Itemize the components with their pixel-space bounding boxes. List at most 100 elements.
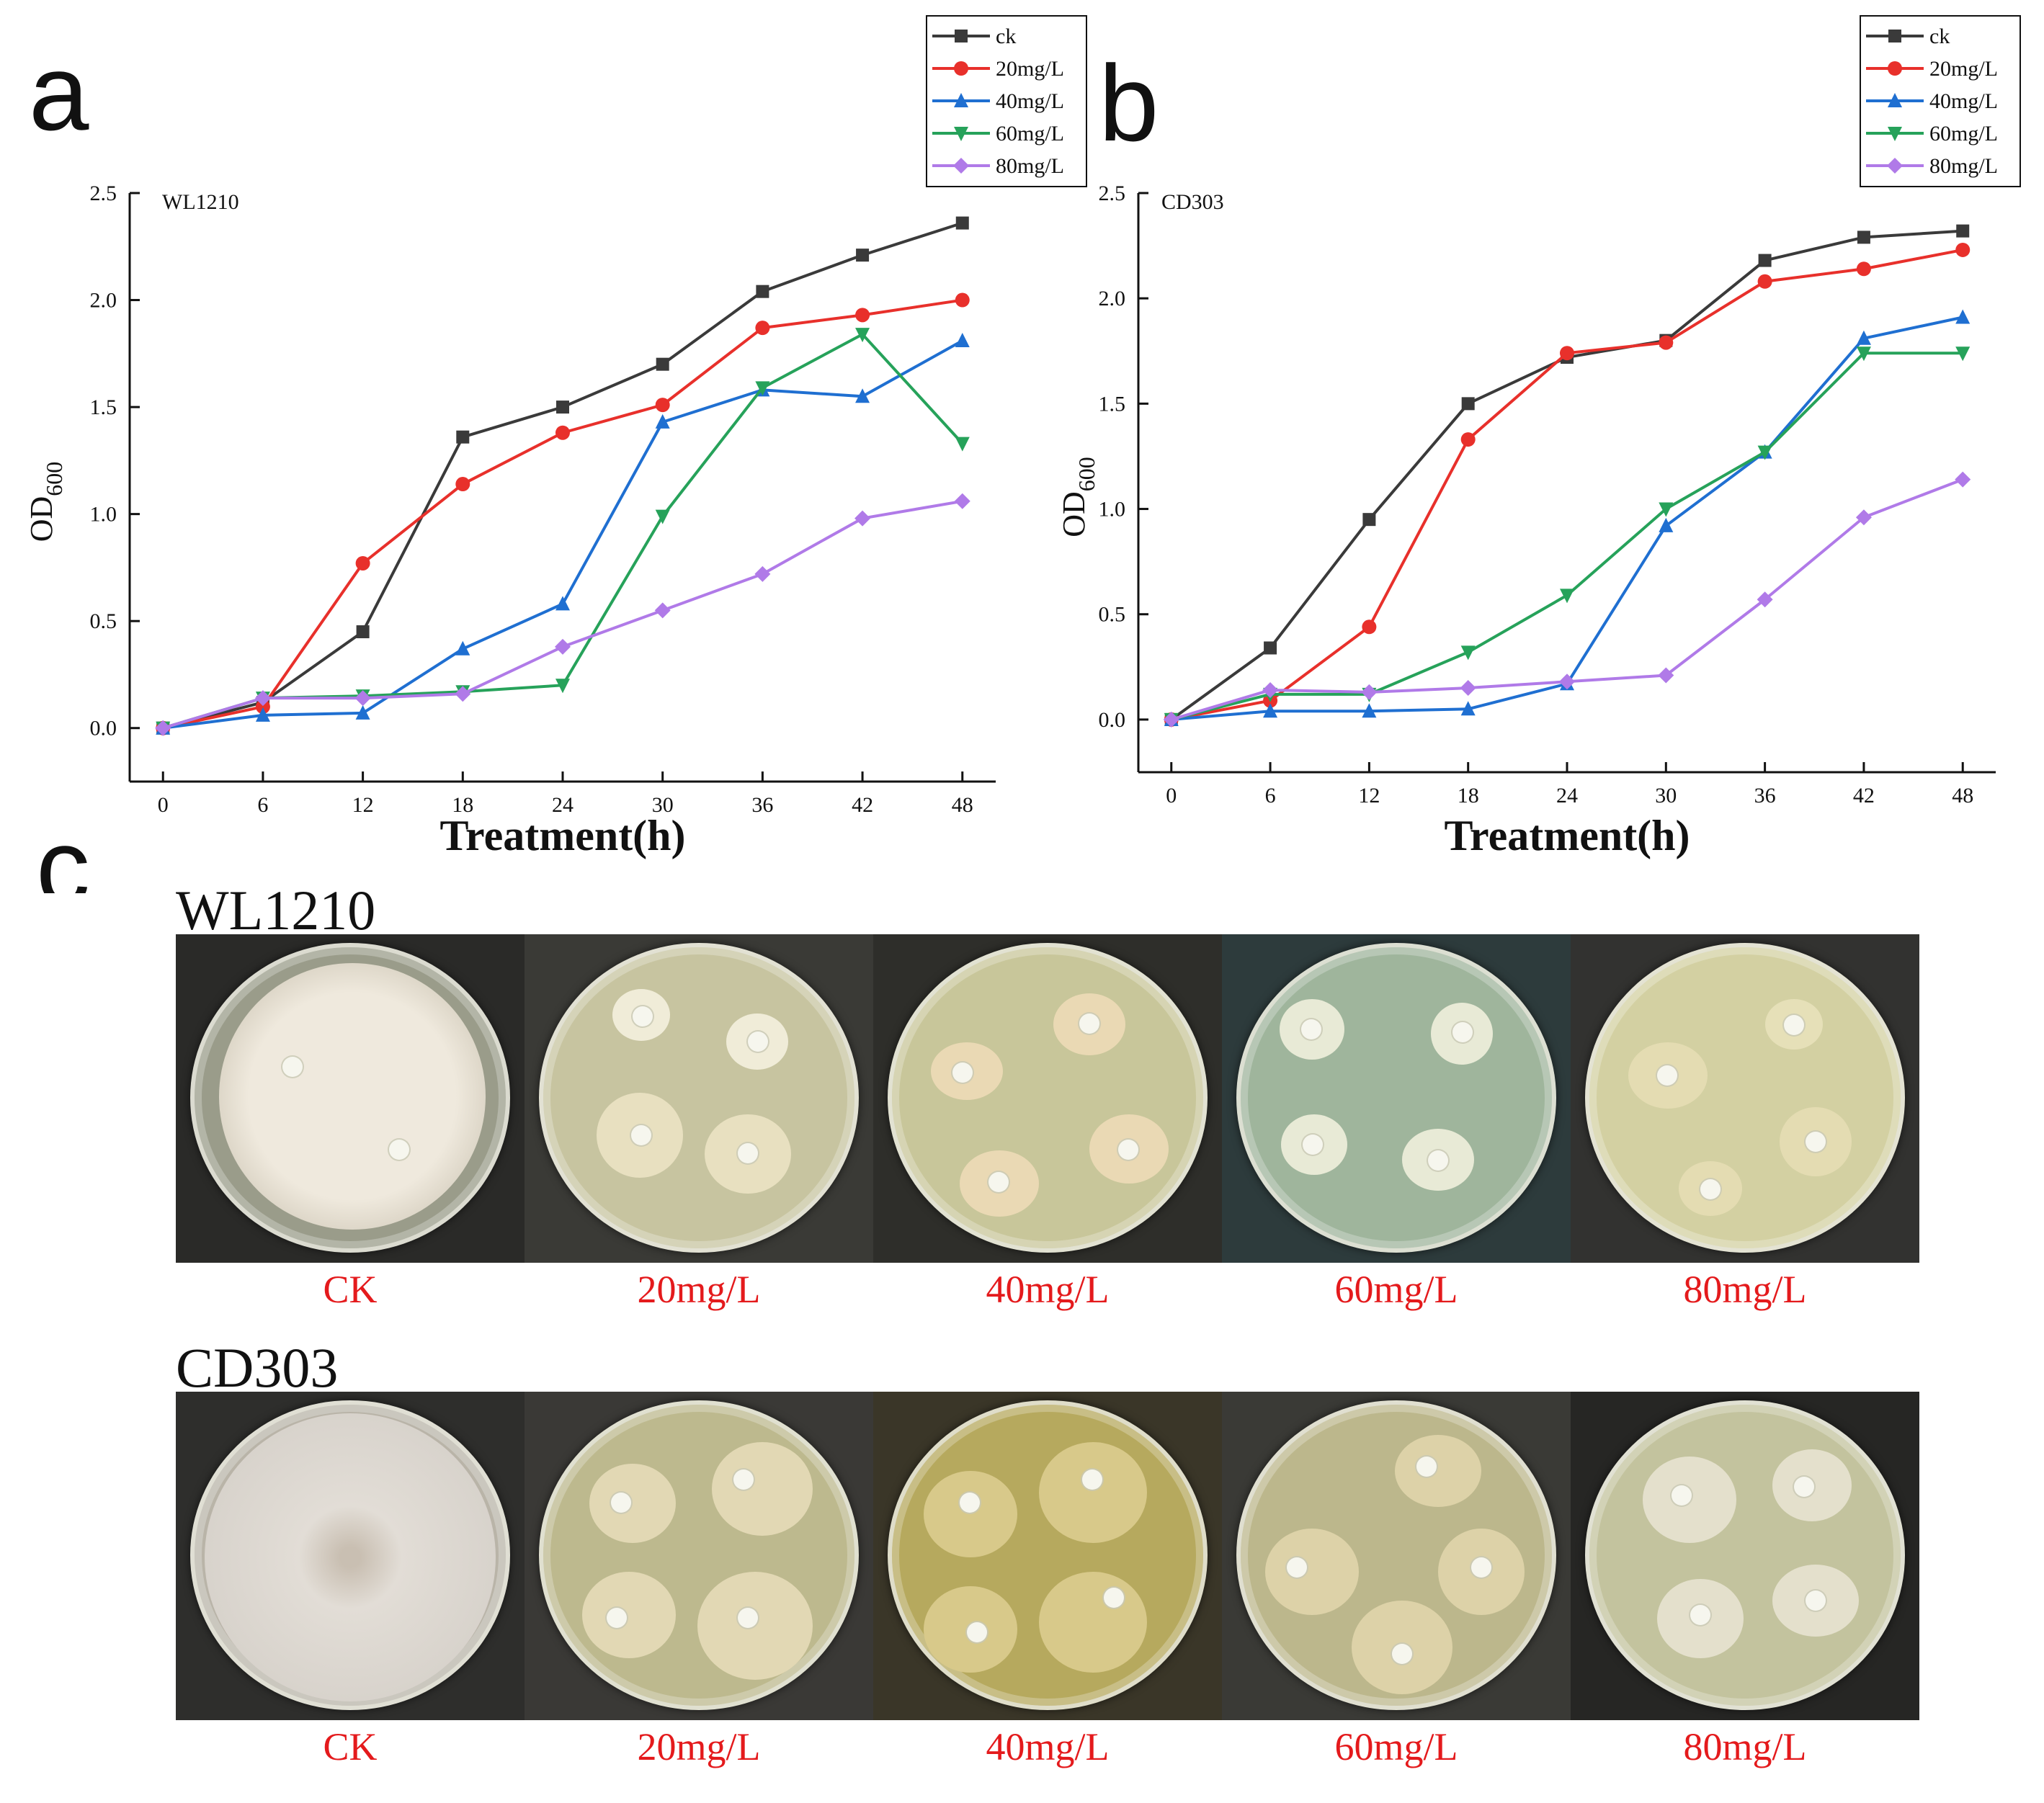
- y-tick-label: 2.0: [1099, 287, 1126, 310]
- data-point: [655, 413, 670, 429]
- plate-row-wl1210: [176, 934, 1919, 1263]
- chart-title: CD303: [1161, 190, 1224, 214]
- data-point: [355, 704, 370, 720]
- plate-wl1210-80: [1571, 934, 1919, 1263]
- data-point: [1460, 645, 1476, 661]
- data-point: [355, 555, 370, 571]
- plate-wl1210-20: [525, 934, 873, 1263]
- x-tick-label: 24: [1556, 784, 1578, 807]
- chart-title: WL1210: [162, 190, 239, 214]
- legend-marker: [955, 30, 968, 42]
- series-line: [162, 333, 964, 730]
- data-point: [555, 425, 570, 440]
- data-point: [655, 398, 670, 413]
- plate-label: 60mg/L: [1334, 1725, 1458, 1768]
- data-point: [1856, 330, 1871, 345]
- series-line: [162, 499, 963, 730]
- plate-cd303-80: [1571, 1392, 1919, 1720]
- legend-marker: [954, 127, 968, 141]
- series-line: [162, 298, 963, 730]
- plate-cd303-ck: [176, 1392, 525, 1720]
- data-point: [955, 332, 970, 347]
- legend-marker: [954, 61, 968, 76]
- data-point: [1560, 346, 1574, 361]
- data-point: [1955, 309, 1971, 324]
- data-point: [255, 699, 270, 715]
- data-point: [1955, 471, 1971, 488]
- y-axis-label-subscript: 600: [41, 462, 67, 496]
- data-point: [1857, 231, 1870, 244]
- data-point: [1659, 517, 1674, 532]
- panel-letter-c: c: [36, 806, 90, 893]
- x-tick-label: 42: [1853, 784, 1875, 807]
- data-point: [555, 596, 570, 611]
- series-line: [1171, 248, 1963, 721]
- y-axis-label-main: OD: [24, 496, 59, 542]
- legend-label: 80mg/L: [1929, 154, 1998, 178]
- data-point: [455, 686, 471, 702]
- legend-marker: [1888, 61, 1902, 76]
- data-point: [1263, 703, 1278, 718]
- strain-title-cd303: CD303: [176, 1336, 339, 1399]
- x-axis-label: Treatment(h): [439, 812, 685, 859]
- data-point: [255, 707, 270, 722]
- x-tick-label: 0: [158, 793, 169, 817]
- data-point: [556, 401, 569, 414]
- plate-label: 60mg/L: [1334, 1268, 1458, 1311]
- data-point: [1560, 589, 1574, 604]
- data-point: [1856, 346, 1871, 362]
- panel-letter-a: a: [29, 32, 89, 153]
- legend-label: ck: [1929, 24, 1950, 48]
- data-point: [854, 510, 871, 527]
- legend-label: 40mg/L: [996, 89, 1064, 113]
- data-point: [1362, 619, 1377, 635]
- panel-letter-b: b: [1099, 42, 1159, 164]
- x-tick-label: 24: [552, 793, 574, 817]
- plate-label: 40mg/L: [986, 1725, 1110, 1768]
- data-point: [1461, 397, 1475, 411]
- plate-label: 20mg/L: [637, 1725, 761, 1768]
- data-point: [1757, 274, 1772, 289]
- x-tick-label: 30: [1655, 784, 1677, 807]
- data-point: [1855, 509, 1872, 526]
- legend-marker: [1888, 127, 1902, 141]
- data-point: [1262, 681, 1279, 698]
- series-line: [162, 339, 963, 730]
- legend-label: 20mg/L: [996, 57, 1064, 81]
- data-point: [456, 430, 470, 444]
- chart-b-cd303: 0.0 0.5 1.0 1.5 2.0 2.5 0 6 12 18 24 30 36 42 48 CD303 T…: [1056, 15, 2021, 859]
- data-point: [254, 690, 271, 707]
- data-point: [955, 292, 970, 308]
- y-tick-label: 0.0: [1099, 708, 1126, 732]
- x-tick-label: 30: [652, 793, 674, 817]
- data-point: [1955, 346, 1971, 362]
- series-line: [1171, 352, 1963, 721]
- data-point: [1757, 591, 1773, 608]
- x-tick-label: 0: [1166, 784, 1177, 807]
- y-axis-label-subscript: 600: [1074, 457, 1099, 491]
- x-tick-label: 6: [1265, 784, 1276, 807]
- legend-label: 80mg/L: [996, 154, 1064, 178]
- plate-labels-wl1210: CK 20mg/L 40mg/L 60mg/L 80mg/L: [176, 1270, 1919, 1309]
- y-tick-label: 0.5: [1099, 603, 1126, 627]
- data-point: [1361, 684, 1378, 700]
- y-tick-label: 1.5: [1099, 392, 1126, 416]
- data-point: [1362, 513, 1376, 527]
- y-tick-label: 1.0: [90, 503, 117, 527]
- data-point: [856, 249, 870, 262]
- data-point: [754, 565, 771, 582]
- x-tick-label: 12: [352, 793, 374, 817]
- data-point: [655, 509, 670, 524]
- data-point: [356, 625, 370, 639]
- data-point: [855, 388, 870, 403]
- data-point: [1658, 667, 1674, 684]
- x-tick-label: 18: [1458, 784, 1479, 807]
- legend-marker: [1888, 30, 1901, 42]
- data-point: [755, 321, 770, 336]
- plate-wl1210-40: [873, 934, 1222, 1263]
- growth-curves-figure: a b c 0.0 0.5 1.0 1.5 2.0 2.5 0 6 12 18 24 30 36 42 48…: [24, 15, 2021, 893]
- data-point: [1659, 502, 1674, 517]
- data-point: [354, 690, 371, 707]
- legend-marker: [953, 158, 969, 174]
- data-point: [755, 381, 770, 396]
